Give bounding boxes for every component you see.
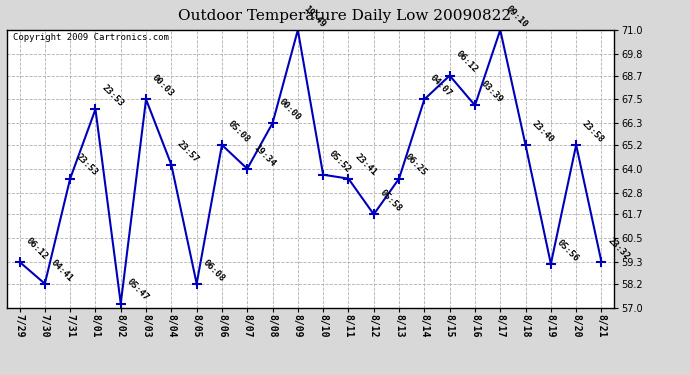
Text: 06:08: 06:08 [201, 258, 226, 283]
Text: 04:41: 04:41 [49, 258, 75, 283]
Text: 05:08: 05:08 [226, 119, 251, 144]
Text: 05:56: 05:56 [555, 238, 580, 263]
Text: Outdoor Temperature Daily Low 20090822: Outdoor Temperature Daily Low 20090822 [179, 9, 511, 23]
Text: 05:52: 05:52 [327, 148, 353, 174]
Text: 04:07: 04:07 [428, 73, 454, 99]
Text: 23:40: 23:40 [530, 119, 555, 144]
Text: 19:49: 19:49 [302, 4, 327, 29]
Text: 23:41: 23:41 [353, 153, 378, 178]
Text: 23:58: 23:58 [580, 119, 606, 144]
Text: 03:39: 03:39 [479, 79, 504, 105]
Text: 23:53: 23:53 [75, 153, 99, 178]
Text: 09:10: 09:10 [504, 4, 530, 29]
Text: 23:32: 23:32 [606, 236, 631, 261]
Text: 06:12: 06:12 [23, 236, 49, 261]
Text: 05:58: 05:58 [378, 188, 403, 213]
Text: 23:57: 23:57 [175, 139, 201, 164]
Text: 05:47: 05:47 [125, 278, 150, 303]
Text: 23:53: 23:53 [99, 83, 125, 108]
Text: 06:12: 06:12 [454, 50, 479, 75]
Text: 00:00: 00:00 [277, 97, 302, 122]
Text: 06:25: 06:25 [403, 153, 428, 178]
Text: Copyright 2009 Cartronics.com: Copyright 2009 Cartronics.com [13, 33, 169, 42]
Text: 00:03: 00:03 [150, 73, 175, 99]
Text: 19:34: 19:34 [251, 142, 277, 168]
